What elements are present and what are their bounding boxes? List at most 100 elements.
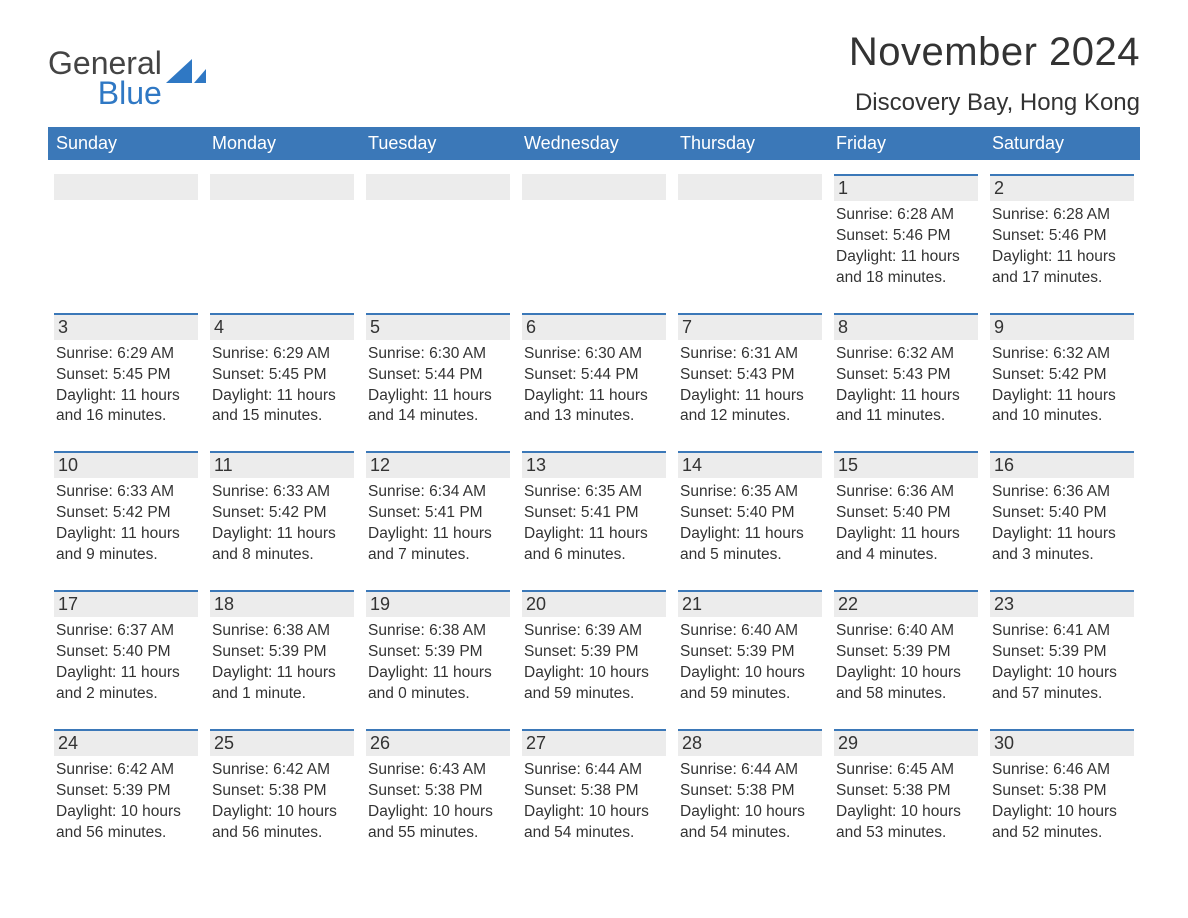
day-number: 19 [366, 590, 510, 617]
daylight-text: Daylight: 11 hours and 0 minutes. [368, 663, 508, 705]
day-info: Sunrise: 6:42 AMSunset: 5:39 PMDaylight:… [54, 760, 198, 844]
day-number: 5 [366, 313, 510, 340]
daylight-text: Daylight: 10 hours and 52 minutes. [992, 802, 1132, 844]
title-block: November 2024 Discovery Bay, Hong Kong [849, 30, 1140, 117]
sunrise-text: Sunrise: 6:41 AM [992, 621, 1132, 642]
day-number: 21 [678, 590, 822, 617]
day-number: 13 [522, 451, 666, 478]
daylight-text: Daylight: 11 hours and 1 minute. [212, 663, 352, 705]
sunset-text: Sunset: 5:46 PM [836, 226, 976, 247]
sunrise-text: Sunrise: 6:43 AM [368, 760, 508, 781]
day-info: Sunrise: 6:33 AMSunset: 5:42 PMDaylight:… [54, 482, 198, 566]
day-info: Sunrise: 6:42 AMSunset: 5:38 PMDaylight:… [210, 760, 354, 844]
sunrise-text: Sunrise: 6:34 AM [368, 482, 508, 503]
daylight-text: Daylight: 11 hours and 8 minutes. [212, 524, 352, 566]
sunset-text: Sunset: 5:43 PM [836, 365, 976, 386]
daylight-text: Daylight: 11 hours and 17 minutes. [992, 247, 1132, 289]
day-info: Sunrise: 6:38 AMSunset: 5:39 PMDaylight:… [366, 621, 510, 705]
day-info: Sunrise: 6:40 AMSunset: 5:39 PMDaylight:… [834, 621, 978, 705]
sunrise-text: Sunrise: 6:44 AM [680, 760, 820, 781]
week-row: 1Sunrise: 6:28 AMSunset: 5:46 PMDaylight… [48, 174, 1140, 299]
daylight-text: Daylight: 11 hours and 9 minutes. [56, 524, 196, 566]
day-info: Sunrise: 6:33 AMSunset: 5:42 PMDaylight:… [210, 482, 354, 566]
weeks-container: 1Sunrise: 6:28 AMSunset: 5:46 PMDaylight… [48, 174, 1140, 853]
day-cell: 27Sunrise: 6:44 AMSunset: 5:38 PMDayligh… [516, 729, 672, 854]
day-info: Sunrise: 6:38 AMSunset: 5:39 PMDaylight:… [210, 621, 354, 705]
sunrise-text: Sunrise: 6:29 AM [56, 344, 196, 365]
empty-cell [48, 174, 204, 299]
day-cell: 25Sunrise: 6:42 AMSunset: 5:38 PMDayligh… [204, 729, 360, 854]
sunrise-text: Sunrise: 6:35 AM [524, 482, 664, 503]
day-cell: 23 Sunrise: 6:41 AMSunset: 5:39 PMDayligh… [984, 590, 1140, 715]
day-cell: 29Sunrise: 6:45 AMSunset: 5:38 PMDayligh… [828, 729, 984, 854]
day-cell: 18Sunrise: 6:38 AMSunset: 5:39 PMDayligh… [204, 590, 360, 715]
sunset-text: Sunset: 5:41 PM [368, 503, 508, 524]
sunset-text: Sunset: 5:40 PM [680, 503, 820, 524]
day-cell: 13Sunrise: 6:35 AMSunset: 5:41 PMDayligh… [516, 451, 672, 576]
empty-cell [360, 174, 516, 299]
day-cell: 15Sunrise: 6:36 AMSunset: 5:40 PMDayligh… [828, 451, 984, 576]
daylight-text: Daylight: 11 hours and 18 minutes. [836, 247, 976, 289]
day-info: Sunrise: 6:37 AMSunset: 5:40 PMDaylight:… [54, 621, 198, 705]
daylight-text: Daylight: 11 hours and 15 minutes. [212, 386, 352, 428]
day-cell: 17 Sunrise: 6:37 AMSunset: 5:40 PMDayligh… [48, 590, 204, 715]
day-number: 20 [522, 590, 666, 617]
sunrise-text: Sunrise: 6:46 AM [992, 760, 1132, 781]
sunrise-text: Sunrise: 6:38 AM [212, 621, 352, 642]
daylight-text: Daylight: 10 hours and 56 minutes. [56, 802, 196, 844]
sunrise-text: Sunrise: 6:42 AM [56, 760, 196, 781]
day-info: Sunrise: 6:40 AMSunset: 5:39 PMDaylight:… [678, 621, 822, 705]
day-number: 30 [990, 729, 1134, 756]
daylight-text: Daylight: 10 hours and 58 minutes. [836, 663, 976, 705]
sunrise-text: Sunrise: 6:32 AM [836, 344, 976, 365]
day-cell: 21 Sunrise: 6:40 AMSunset: 5:39 PMDayligh… [672, 590, 828, 715]
day-number: 24 [54, 729, 198, 756]
empty-cell [672, 174, 828, 299]
day-info: Sunrise: 6:28 AMSunset: 5:46 PMDaylight:… [990, 205, 1134, 289]
empty-daynum-bar [522, 174, 666, 200]
day-number: 17 [54, 590, 198, 617]
sunset-text: Sunset: 5:42 PM [56, 503, 196, 524]
sunset-text: Sunset: 5:40 PM [56, 642, 196, 663]
day-number: 9 [990, 313, 1134, 340]
sunrise-text: Sunrise: 6:45 AM [836, 760, 976, 781]
daylight-text: Daylight: 11 hours and 6 minutes. [524, 524, 664, 566]
brand-line2: Blue [48, 78, 162, 108]
day-number: 12 [366, 451, 510, 478]
sunrise-text: Sunrise: 6:42 AM [212, 760, 352, 781]
day-info: Sunrise: 6:44 AMSunset: 5:38 PMDaylight:… [522, 760, 666, 844]
empty-cell [516, 174, 672, 299]
day-cell: 5Sunrise: 6:30 AMSunset: 5:44 PMDaylight… [360, 313, 516, 438]
day-cell: 26Sunrise: 6:43 AMSunset: 5:38 PMDayligh… [360, 729, 516, 854]
sunrise-text: Sunrise: 6:39 AM [524, 621, 664, 642]
sunset-text: Sunset: 5:39 PM [368, 642, 508, 663]
brand-flag-icon [166, 59, 206, 85]
daylight-text: Daylight: 10 hours and 57 minutes. [992, 663, 1132, 705]
day-number: 23 [990, 590, 1134, 617]
day-cell: 8Sunrise: 6:32 AMSunset: 5:43 PMDaylight… [828, 313, 984, 438]
sunrise-text: Sunrise: 6:30 AM [524, 344, 664, 365]
sunrise-text: Sunrise: 6:35 AM [680, 482, 820, 503]
sunrise-text: Sunrise: 6:31 AM [680, 344, 820, 365]
daylight-text: Daylight: 11 hours and 10 minutes. [992, 386, 1132, 428]
day-cell: 6Sunrise: 6:30 AMSunset: 5:44 PMDaylight… [516, 313, 672, 438]
day-number: 29 [834, 729, 978, 756]
empty-daynum-bar [678, 174, 822, 200]
weekday-monday: Monday [204, 127, 360, 160]
day-cell: 24 Sunrise: 6:42 AMSunset: 5:39 PMDayligh… [48, 729, 204, 854]
sunrise-text: Sunrise: 6:33 AM [212, 482, 352, 503]
sunrise-text: Sunrise: 6:36 AM [836, 482, 976, 503]
empty-daynum-bar [210, 174, 354, 200]
sunrise-text: Sunrise: 6:28 AM [992, 205, 1132, 226]
day-cell: 22Sunrise: 6:40 AMSunset: 5:39 PMDayligh… [828, 590, 984, 715]
day-number: 3 [54, 313, 198, 340]
sunset-text: Sunset: 5:39 PM [524, 642, 664, 663]
sunset-text: Sunset: 5:39 PM [992, 642, 1132, 663]
day-number: 8 [834, 313, 978, 340]
sunset-text: Sunset: 5:38 PM [992, 781, 1132, 802]
daylight-text: Daylight: 10 hours and 54 minutes. [524, 802, 664, 844]
brand-text: General Blue [48, 48, 162, 109]
sunset-text: Sunset: 5:39 PM [836, 642, 976, 663]
daylight-text: Daylight: 11 hours and 3 minutes. [992, 524, 1132, 566]
day-info: Sunrise: 6:29 AMSunset: 5:45 PMDaylight:… [210, 344, 354, 428]
